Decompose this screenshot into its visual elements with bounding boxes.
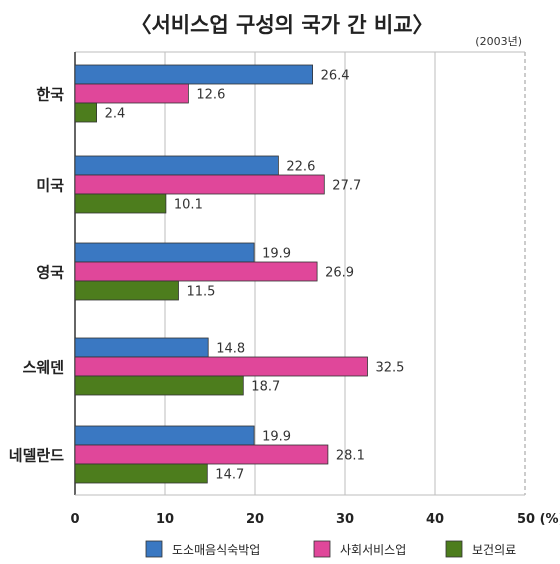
bar xyxy=(74,261,318,282)
bar xyxy=(74,83,189,104)
bar xyxy=(74,193,167,214)
legend-swatch xyxy=(145,540,163,558)
bar xyxy=(74,356,368,377)
x-tick-label: 0 xyxy=(70,512,79,527)
value-label: 12.6 xyxy=(196,88,225,103)
x-tick-label: 50 (%) xyxy=(517,512,560,527)
value-label: 22.6 xyxy=(286,160,315,175)
legend-swatch xyxy=(313,540,331,558)
bar xyxy=(74,64,314,85)
legend: 도소매음식숙박업 사회서비스업 보건의료 xyxy=(145,540,516,558)
value-label: 11.5 xyxy=(187,285,216,300)
value-label: 26.9 xyxy=(325,266,354,281)
bar xyxy=(74,375,244,396)
chart-title: 〈서비스업 구성의 국가 간 비교〉 xyxy=(130,13,433,37)
value-label: 26.4 xyxy=(321,69,350,84)
bar xyxy=(74,425,255,446)
value-label: 10.1 xyxy=(174,198,203,213)
grid-lines xyxy=(74,51,526,496)
value-label: 14.8 xyxy=(216,342,245,357)
x-tick-label: 30 xyxy=(336,512,354,527)
bar xyxy=(74,463,208,484)
category-label: 영국 xyxy=(36,264,64,282)
legend-swatch xyxy=(445,540,463,558)
year-note: (2003년) xyxy=(475,35,522,48)
bars xyxy=(74,64,368,484)
value-label: 18.7 xyxy=(251,380,280,395)
x-axis-ticks: 0 10 20 30 40 50 (%) xyxy=(70,512,560,527)
value-label: 32.5 xyxy=(376,361,405,376)
value-label: 27.7 xyxy=(332,179,361,194)
value-labels: 26.4 12.6 2.4 22.6 27.7 10.1 19.9 26.9 11.5 14.8 3… xyxy=(105,69,405,483)
value-label: 28.1 xyxy=(336,449,365,464)
bar xyxy=(74,174,325,195)
value-label: 19.9 xyxy=(262,247,291,262)
bar xyxy=(74,280,179,301)
category-label: 한국 xyxy=(36,86,64,104)
bar xyxy=(74,102,98,123)
category-label: 미국 xyxy=(36,177,64,195)
category-label: 스웨덴 xyxy=(23,359,64,377)
bar xyxy=(74,242,255,263)
value-label: 14.7 xyxy=(215,468,244,483)
legend-label: 사회서비스업 xyxy=(340,543,406,557)
legend-label: 도소매음식숙박업 xyxy=(172,543,260,557)
x-tick-label: 40 xyxy=(426,512,444,527)
x-tick-label: 10 xyxy=(156,512,174,527)
bar xyxy=(74,337,209,358)
category-label: 네델란드 xyxy=(9,447,64,465)
legend-label: 보건의료 xyxy=(472,543,516,557)
value-label: 2.4 xyxy=(105,107,126,122)
bar xyxy=(74,155,279,176)
x-tick-label: 20 xyxy=(246,512,264,527)
bar xyxy=(74,444,329,465)
value-label: 19.9 xyxy=(262,430,291,445)
